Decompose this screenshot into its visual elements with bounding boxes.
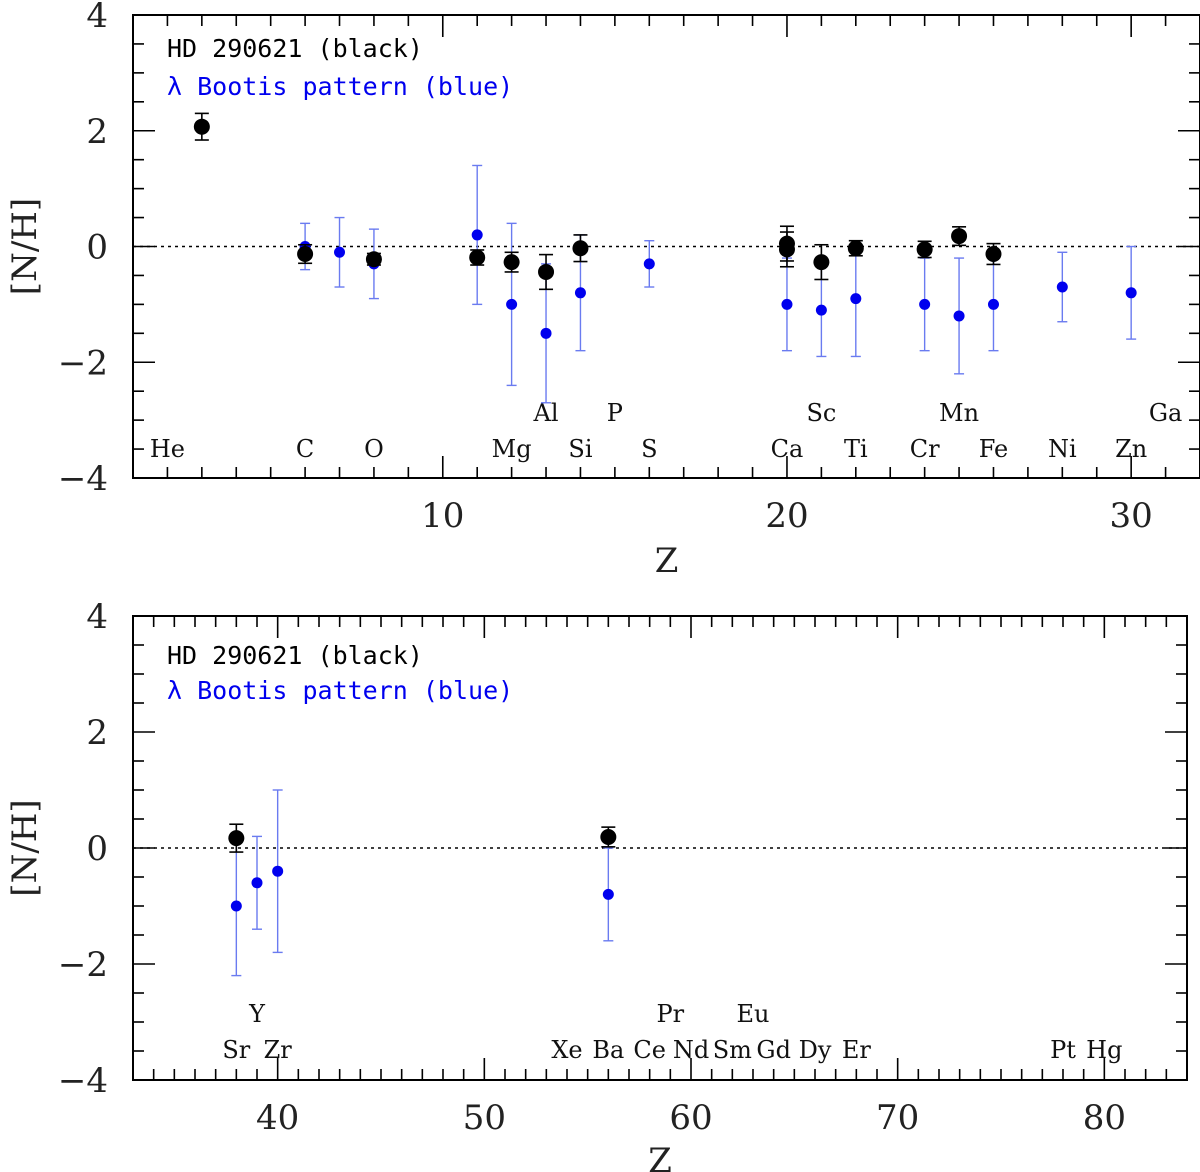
element-label-p: P xyxy=(607,399,623,427)
x-tick-label: 40 xyxy=(256,1098,299,1138)
x-tick-label: 80 xyxy=(1083,1098,1126,1138)
x-tick-label: 60 xyxy=(669,1098,712,1138)
y-tick-label: 0 xyxy=(86,228,108,268)
pattern-point xyxy=(781,298,793,310)
star-point xyxy=(600,828,617,845)
pattern-point xyxy=(919,298,931,310)
element-label-s: S xyxy=(641,435,657,463)
star-point xyxy=(951,228,968,245)
y-tick-label: 4 xyxy=(86,597,108,637)
y-tick-label: −2 xyxy=(58,945,108,985)
star-point xyxy=(778,241,795,258)
star-point xyxy=(297,246,314,263)
y-tick-label: −4 xyxy=(58,1061,108,1101)
element-label-sm: Sm xyxy=(713,1036,752,1064)
star-point xyxy=(572,240,589,257)
x-tick-label: 10 xyxy=(421,496,464,536)
star-point xyxy=(985,246,1002,263)
pattern-point xyxy=(230,900,242,912)
element-label-al: Al xyxy=(533,399,559,427)
y-tick-label: −2 xyxy=(58,343,108,383)
element-label-er: Er xyxy=(842,1036,872,1064)
y-tick-label: −4 xyxy=(58,459,108,499)
element-label-pt: Pt xyxy=(1050,1036,1076,1064)
element-label-pr: Pr xyxy=(657,1000,685,1028)
x-axis-title: Z xyxy=(655,541,679,581)
element-label-hg: Hg xyxy=(1086,1036,1122,1064)
element-label-ni: Ni xyxy=(1048,435,1077,463)
pattern-point xyxy=(987,298,999,310)
element-label-eu: Eu xyxy=(737,1000,770,1028)
pattern-point xyxy=(334,246,346,258)
pattern-point xyxy=(815,304,827,316)
star-point xyxy=(469,249,486,266)
x-tick-label: 20 xyxy=(765,496,808,536)
star-point xyxy=(365,251,382,268)
star-point xyxy=(916,241,933,258)
element-label-ti: Ti xyxy=(844,435,868,463)
element-label-mg: Mg xyxy=(492,435,532,463)
legend-star-label: HD 290621 (black) xyxy=(167,34,423,63)
element-label-zr: Zr xyxy=(264,1036,293,1064)
x-tick-label: 70 xyxy=(876,1098,919,1138)
legend-star-label: HD 290621 (black) xyxy=(167,641,423,670)
element-label-o: O xyxy=(364,435,384,463)
star-point xyxy=(228,830,245,847)
y-axis-title: [N/H] xyxy=(5,198,45,295)
element-label-nd: Nd xyxy=(673,1036,709,1064)
x-axis-title: Z xyxy=(648,1141,672,1172)
y-tick-label: 0 xyxy=(86,829,108,869)
element-label-ce: Ce xyxy=(633,1036,666,1064)
element-label-xe: Xe xyxy=(551,1036,582,1064)
star-point xyxy=(813,254,830,271)
y-axis-title: [N/H] xyxy=(5,799,45,896)
panel-bottom: 40 50 60 70 80 −4 −2 0 2 4 Z [N/H] HD 290621 (black)… xyxy=(5,597,1188,1172)
element-label-dy: Dy xyxy=(799,1036,832,1064)
star-point xyxy=(847,240,864,257)
element-label-cr: Cr xyxy=(910,435,940,463)
x-tick-label: 50 xyxy=(463,1098,506,1138)
panel-top: 10 20 30 −4 −2 0 2 4 Z [N/H] HD 290621 (black) λ Bo… xyxy=(5,0,1200,581)
element-label-sc: Sc xyxy=(806,399,836,427)
pattern-point xyxy=(1125,287,1137,299)
pattern-point xyxy=(953,310,965,322)
legend-pattern-label: λ Bootis pattern (blue) xyxy=(167,72,513,101)
y-tick-label: 4 xyxy=(86,0,108,36)
element-label-he: He xyxy=(150,435,185,463)
element-label-y: Y xyxy=(248,1000,266,1028)
x-tick-label: 30 xyxy=(1110,496,1153,536)
element-label-zn: Zn xyxy=(1115,435,1147,463)
element-label-mn: Mn xyxy=(939,399,979,427)
element-label-si: Si xyxy=(568,435,592,463)
pattern-point xyxy=(1056,281,1068,293)
element-label-ca: Ca xyxy=(771,435,804,463)
star-point xyxy=(503,254,520,271)
pattern-point xyxy=(602,888,614,900)
element-label-gd: Gd xyxy=(756,1036,791,1064)
element-label-c: C xyxy=(296,435,314,463)
pattern-point xyxy=(540,327,552,339)
pattern-point xyxy=(251,877,263,889)
element-label-fe: Fe xyxy=(979,435,1009,463)
pattern-point xyxy=(574,287,586,299)
pattern-point xyxy=(506,298,518,310)
star-point xyxy=(193,118,210,135)
pattern-point xyxy=(272,865,284,877)
element-label-ba: Ba xyxy=(592,1036,624,1064)
pattern-point xyxy=(471,229,483,241)
legend-pattern-label: λ Bootis pattern (blue) xyxy=(167,676,513,705)
element-label-sr: Sr xyxy=(222,1036,250,1064)
y-tick-label: 2 xyxy=(86,112,108,152)
element-label-ga: Ga xyxy=(1149,399,1182,427)
y-tick-label: 2 xyxy=(86,713,108,753)
star-point xyxy=(538,263,555,280)
pattern-point xyxy=(643,258,655,270)
pattern-point xyxy=(850,293,862,305)
